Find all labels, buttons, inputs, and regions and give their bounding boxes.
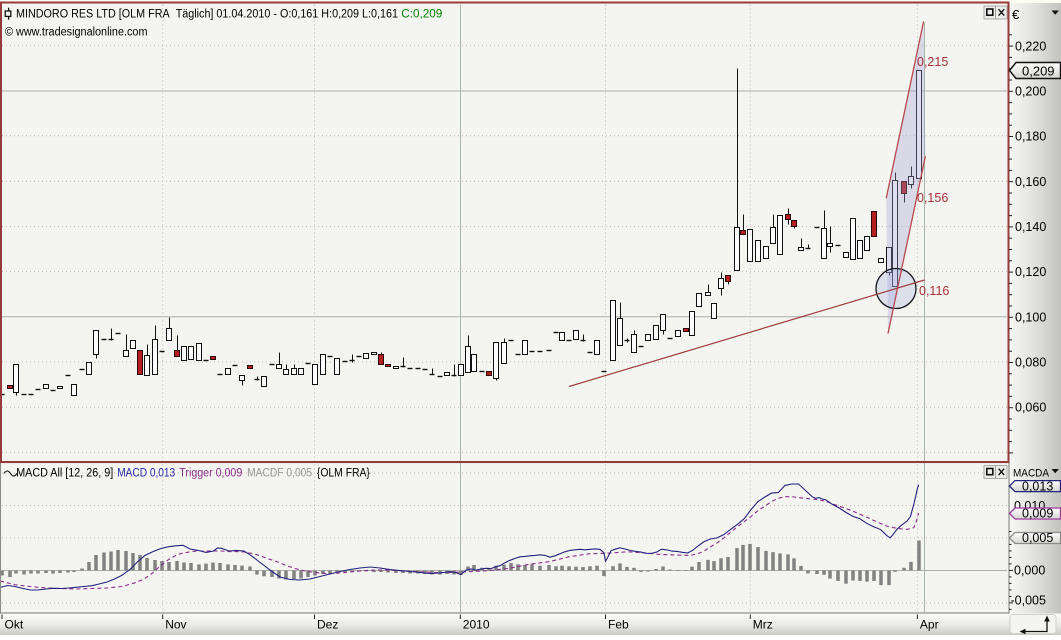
- svg-text:0,100: 0,100: [1015, 310, 1046, 324]
- svg-text:0,000: 0,000: [1014, 564, 1045, 578]
- svg-text:0,009: 0,009: [1022, 507, 1053, 521]
- svg-text:0,220: 0,220: [1015, 39, 1046, 53]
- svg-text:0,209: 0,209: [1022, 64, 1055, 79]
- svg-text:C:0,209: C:0,209: [401, 9, 442, 21]
- svg-text:MACDF 0,005: MACDF 0,005: [247, 468, 312, 480]
- svg-text:0,215: 0,215: [917, 55, 948, 69]
- svg-text:Mrz: Mrz: [753, 618, 773, 632]
- svg-text:Okt: Okt: [5, 618, 24, 632]
- svg-text:MINDORO RES LTD [OLM FRA Tägl: MINDORO RES LTD [OLM FRA Täglich] 01.04.…: [16, 9, 398, 21]
- svg-text:0,080: 0,080: [1015, 356, 1046, 370]
- svg-text:{OLM FRA}: {OLM FRA}: [317, 468, 370, 480]
- svg-text:Dez: Dez: [317, 618, 338, 632]
- svg-text:Nov: Nov: [165, 618, 186, 632]
- svg-text:Apr: Apr: [920, 618, 939, 632]
- svg-text:MACD All [12, 26, 9]: MACD All [12, 26, 9]: [16, 468, 113, 480]
- svg-text:Feb: Feb: [608, 618, 629, 632]
- svg-text:0,156: 0,156: [917, 191, 948, 205]
- svg-text:0,140: 0,140: [1015, 220, 1046, 234]
- svg-text:0,120: 0,120: [1015, 265, 1046, 279]
- svg-text:0,200: 0,200: [1015, 85, 1046, 99]
- svg-text:0,005: 0,005: [1022, 531, 1053, 545]
- svg-text:Trigger 0,009: Trigger 0,009: [179, 468, 242, 480]
- svg-text:MACD 0,013: MACD 0,013: [117, 468, 175, 480]
- svg-text:0,060: 0,060: [1015, 401, 1046, 415]
- svg-text:0,013: 0,013: [1022, 479, 1053, 493]
- svg-text:2010: 2010: [463, 618, 490, 632]
- svg-text:MACDA: MACDA: [1013, 468, 1050, 480]
- svg-text:0,116: 0,116: [919, 284, 949, 298]
- svg-text:0,180: 0,180: [1015, 129, 1046, 143]
- svg-text:© www.tradesignalonline.com: © www.tradesignalonline.com: [5, 27, 148, 39]
- svg-text:-0,005: -0,005: [1011, 594, 1046, 608]
- svg-text:€: €: [1012, 7, 1020, 22]
- svg-text:0,160: 0,160: [1015, 175, 1046, 189]
